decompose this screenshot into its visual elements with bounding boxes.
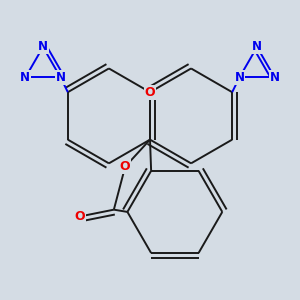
Text: O: O: [120, 160, 130, 173]
Text: N: N: [252, 40, 262, 53]
Text: N: N: [234, 71, 244, 84]
Text: O: O: [75, 210, 85, 223]
Text: N: N: [270, 71, 280, 84]
Text: N: N: [20, 71, 30, 84]
Text: O: O: [145, 86, 155, 99]
Text: N: N: [56, 71, 66, 84]
Text: N: N: [38, 40, 48, 53]
